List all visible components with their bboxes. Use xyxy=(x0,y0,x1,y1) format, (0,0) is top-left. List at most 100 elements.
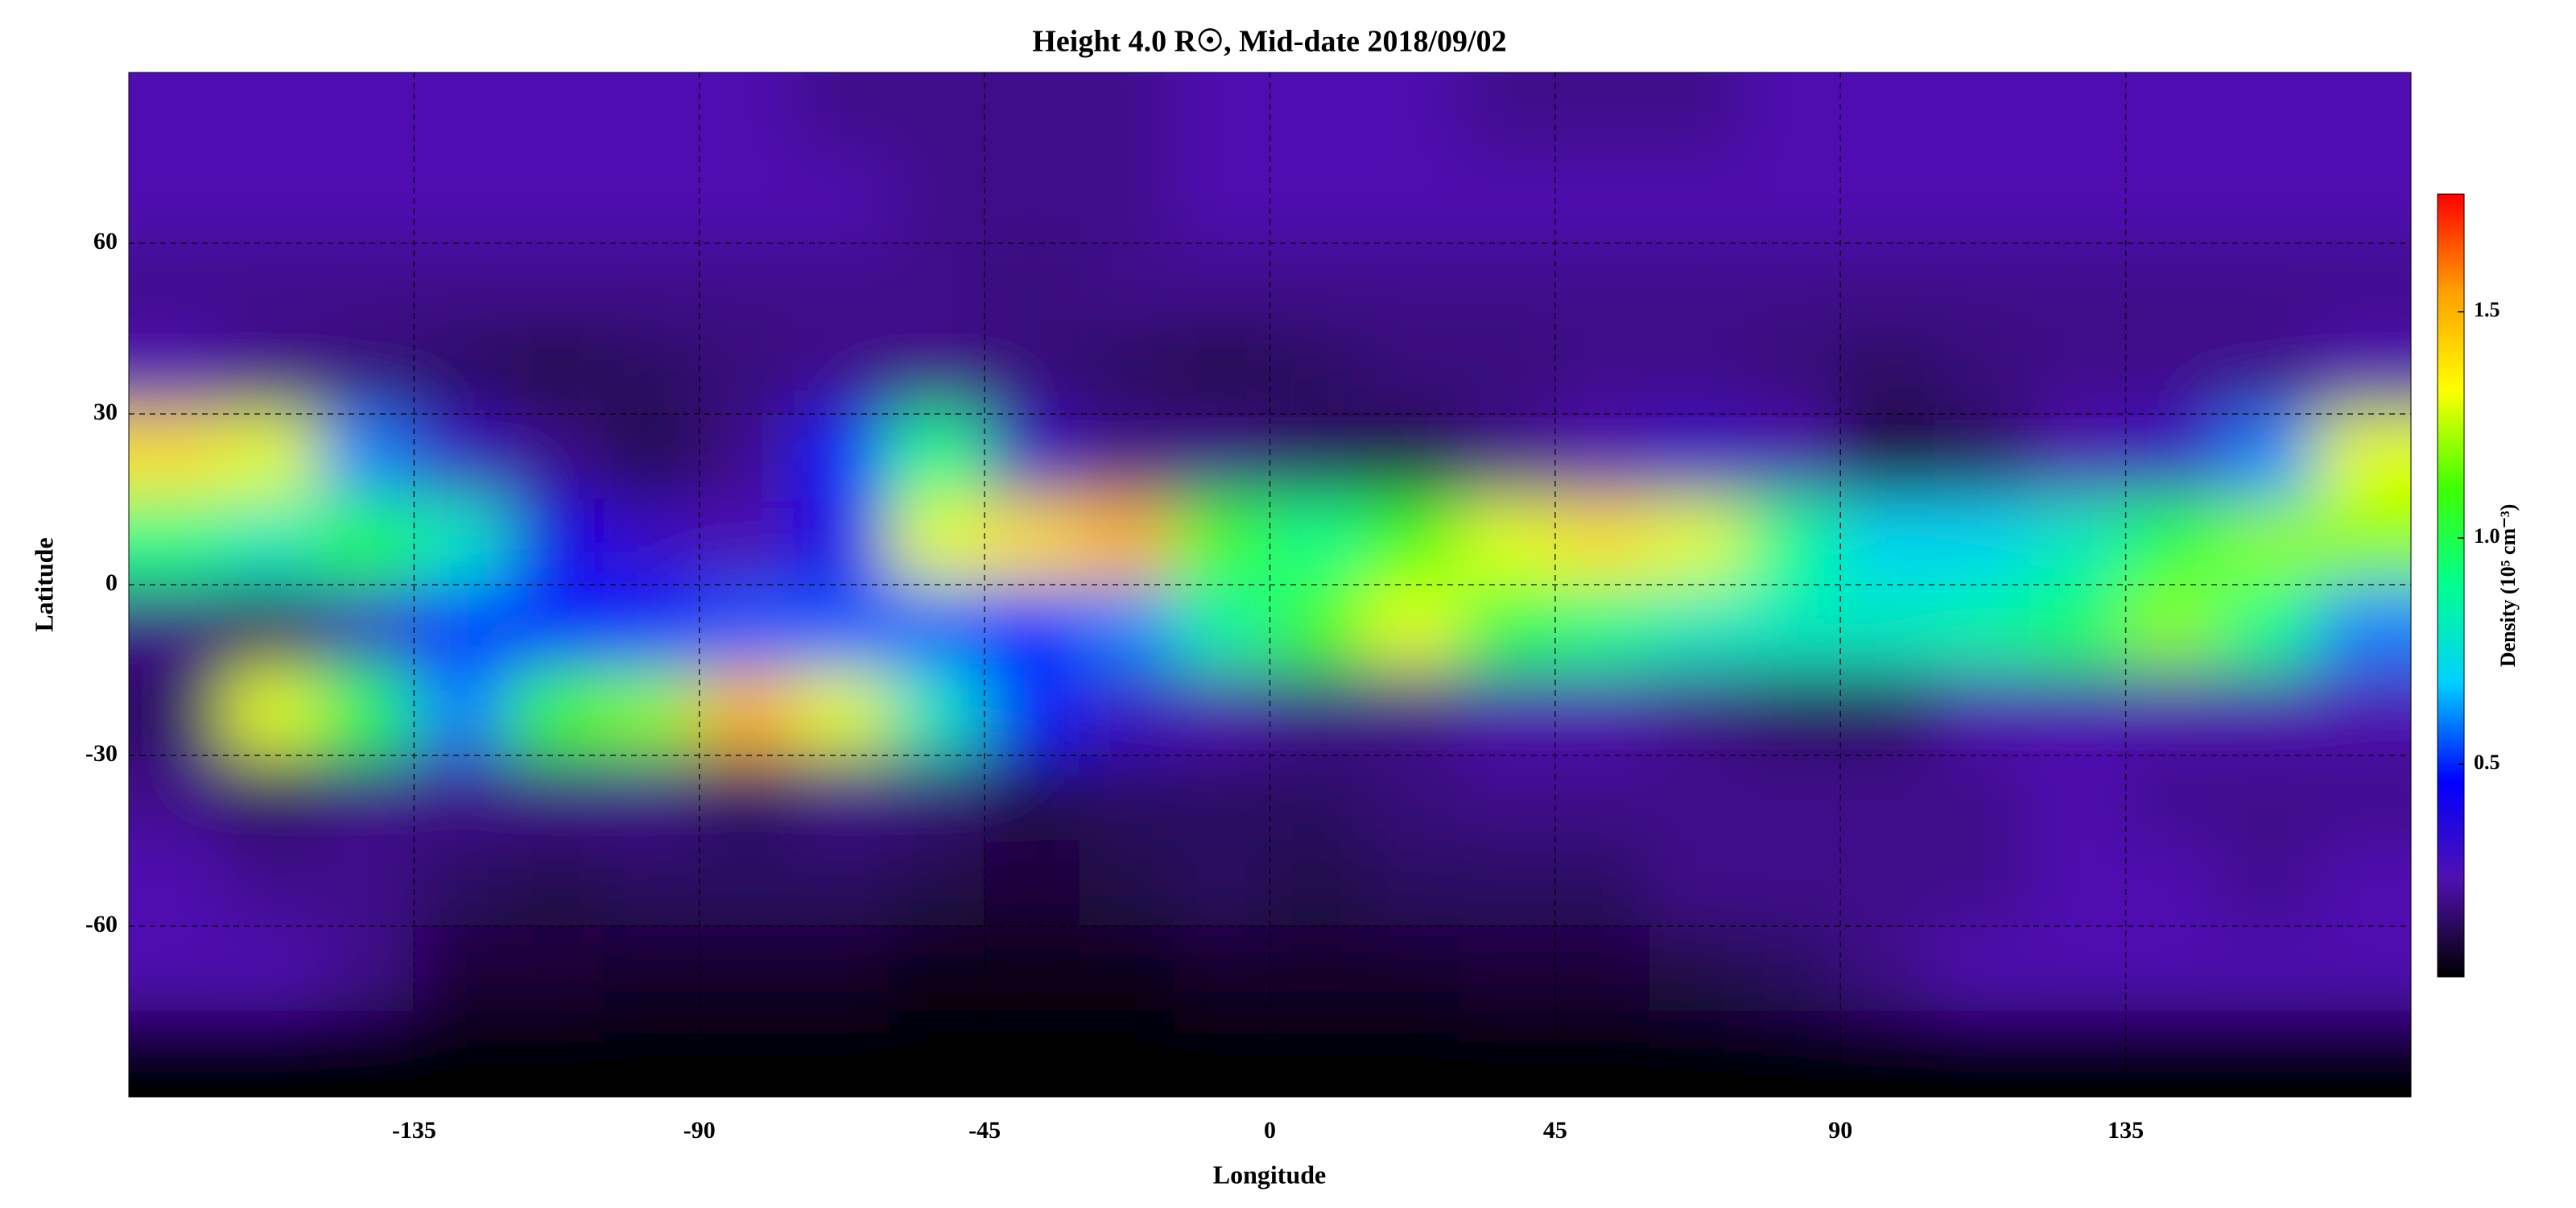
heat-cell xyxy=(603,1011,700,1097)
heat-cell xyxy=(1079,242,1176,329)
heat-cell xyxy=(889,1011,986,1097)
heat-cell xyxy=(1269,925,1366,1012)
colorbar-tick-label: 1.5 xyxy=(2474,298,2500,321)
y-tick-label: 30 xyxy=(93,399,118,425)
heat-cell xyxy=(1174,584,1271,671)
heat-cell xyxy=(2124,413,2222,500)
heat-cell xyxy=(1934,840,2032,927)
heat-cell xyxy=(1364,925,1461,1012)
heat-cell xyxy=(1364,755,1461,842)
heat-cell xyxy=(413,157,510,244)
heat-cell xyxy=(1839,328,1937,415)
heat-cell xyxy=(1744,584,1842,671)
heat-cell xyxy=(1934,669,2032,756)
heat-cell xyxy=(1174,328,1271,415)
heat-cell xyxy=(984,72,1081,159)
heat-cell xyxy=(1744,242,1842,329)
heat-cell xyxy=(698,925,795,1012)
heat-cell xyxy=(1269,584,1366,671)
heat-cell xyxy=(1364,584,1461,671)
heat-cell xyxy=(1649,328,1747,415)
heat-cell xyxy=(1269,499,1366,585)
x-tick-label: -45 xyxy=(968,1117,1001,1144)
heat-cell xyxy=(2314,584,2411,671)
heat-cell xyxy=(1934,755,2032,842)
y-tick-label: 0 xyxy=(105,569,118,596)
heat-cell xyxy=(2124,1011,2222,1097)
heat-cell xyxy=(1839,669,1937,756)
heat-cell xyxy=(1744,925,1842,1012)
heat-cell xyxy=(698,669,795,756)
heat-cell xyxy=(889,925,986,1012)
heat-cell xyxy=(1744,840,1842,927)
heat-cell xyxy=(1934,328,2032,415)
heat-cell xyxy=(508,669,605,756)
heat-cell xyxy=(603,499,700,585)
heat-cell xyxy=(1459,328,1556,415)
heat-cell xyxy=(793,157,890,244)
heatmap xyxy=(129,72,2411,1097)
x-tick-label: -90 xyxy=(683,1117,716,1144)
heat-cell xyxy=(1459,72,1556,159)
heat-cell xyxy=(1554,413,1651,500)
heat-cell xyxy=(129,584,225,671)
heat-cell xyxy=(223,925,320,1012)
heat-cell xyxy=(984,328,1081,415)
heat-cell xyxy=(1079,1011,1176,1097)
heat-cell xyxy=(508,157,605,244)
heat-cell xyxy=(1174,72,1271,159)
heat-cell xyxy=(698,413,795,500)
chart-title: Height 4.0 R☉, Mid-date 2018/09/02 xyxy=(1032,25,1506,59)
heat-cell xyxy=(1744,755,1842,842)
heat-cell xyxy=(318,840,415,927)
heat-cell xyxy=(1554,72,1651,159)
heat-cell xyxy=(1269,72,1366,159)
heat-cell xyxy=(1744,499,1842,585)
heat-cell xyxy=(603,669,700,756)
heat-cell xyxy=(793,925,890,1012)
heat-cell xyxy=(2029,1011,2127,1097)
heat-cell xyxy=(1839,157,1937,244)
heat-cell xyxy=(1079,669,1176,756)
heat-cell xyxy=(698,755,795,842)
heat-cell xyxy=(129,925,225,1012)
heat-cell xyxy=(603,157,700,244)
heat-cell xyxy=(318,72,415,159)
heat-cell xyxy=(1554,328,1651,415)
heat-cell xyxy=(129,499,225,585)
heat-cell xyxy=(1079,157,1176,244)
heat-cell xyxy=(889,584,986,671)
heat-cell xyxy=(2029,157,2127,244)
heat-cell xyxy=(889,328,986,415)
heat-cell xyxy=(1649,499,1747,585)
heat-cell xyxy=(413,1011,510,1097)
heat-cell xyxy=(1364,669,1461,756)
heat-cell xyxy=(2029,840,2127,927)
heat-cell xyxy=(508,242,605,329)
heat-cell xyxy=(318,669,415,756)
heat-cell xyxy=(603,413,700,500)
heat-cell xyxy=(508,925,605,1012)
heat-cell xyxy=(2029,669,2127,756)
heat-cell xyxy=(1269,242,1366,329)
heat-cell xyxy=(1079,328,1176,415)
heat-cell xyxy=(2314,669,2411,756)
heat-cell xyxy=(1744,413,1842,500)
heat-cell xyxy=(1554,669,1651,756)
heat-cell xyxy=(508,1011,605,1097)
heat-cell xyxy=(1934,413,2032,500)
heat-cell xyxy=(1934,157,2032,244)
heat-cell xyxy=(793,669,890,756)
heat-cell xyxy=(1649,925,1747,1012)
heat-cell xyxy=(1364,72,1461,159)
x-tick-label: 135 xyxy=(2107,1117,2144,1144)
heat-cell xyxy=(2124,755,2222,842)
heat-cell xyxy=(1649,755,1747,842)
heat-cell xyxy=(2124,669,2222,756)
heat-cell xyxy=(1364,328,1461,415)
heat-cell xyxy=(223,499,320,585)
heat-cell xyxy=(2314,157,2411,244)
heat-cell xyxy=(318,157,415,244)
heat-cell xyxy=(2314,72,2411,159)
heat-cell xyxy=(1174,755,1271,842)
